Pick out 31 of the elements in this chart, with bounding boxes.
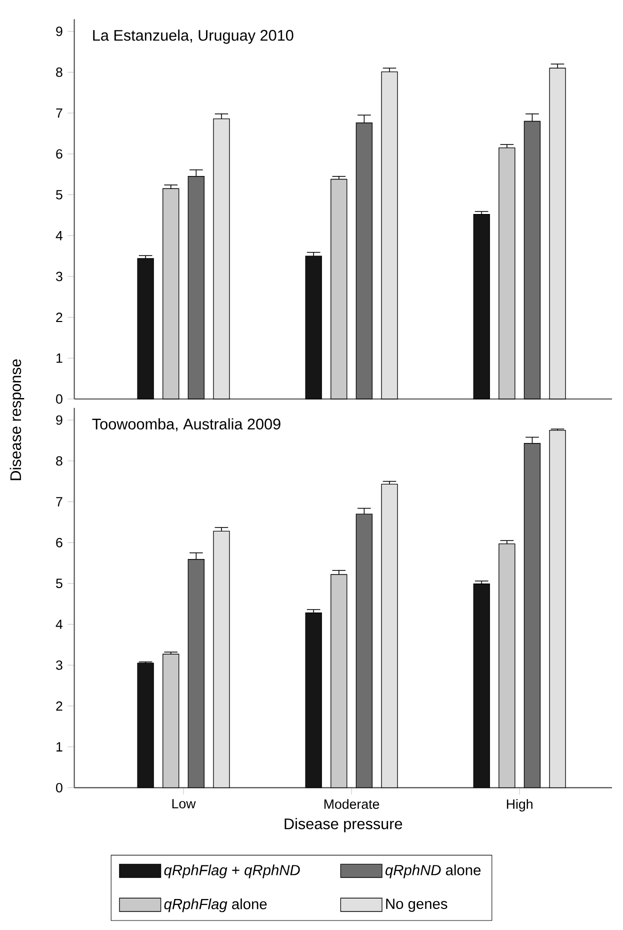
y-tick-label: 6 — [56, 149, 62, 159]
y-tick-label: 8 — [56, 456, 62, 466]
y-tick-label: 3 — [56, 660, 62, 670]
y-tick-label: 1 — [56, 742, 62, 752]
y-tick-label: 7 — [56, 108, 62, 118]
legend-label: qRphND alone — [386, 864, 481, 878]
y-tick-label: 9 — [56, 415, 62, 425]
legend-label: qRphFlag + qRphND — [164, 864, 300, 878]
text: La Estanzuela, Uruguay 2010 — [93, 30, 294, 44]
x-tick-label: Moderate — [324, 799, 380, 809]
y-axis-title: Disease response — [10, 359, 24, 480]
y-tick-label: 8 — [56, 68, 62, 77]
y-tick-label: 0 — [56, 782, 62, 792]
legend-label: qRphFlag alone — [164, 898, 267, 912]
y-tick-label: 4 — [56, 620, 63, 629]
y-tick-label: 7 — [56, 497, 62, 506]
y-tick-label: 0 — [56, 394, 62, 404]
y-tick-label: 2 — [56, 701, 62, 711]
y-tick-label: 5 — [56, 190, 62, 200]
y-tick-label: 1 — [56, 354, 62, 363]
legend-label: No genes — [386, 898, 448, 912]
x-axis-title: Disease pressure — [284, 818, 402, 832]
y-tick-label: 2 — [56, 312, 62, 322]
y-tick-label: 4 — [56, 231, 63, 240]
y-tick-label: 9 — [56, 26, 62, 36]
y-tick-label: 3 — [56, 272, 62, 282]
y-tick-label: 6 — [56, 538, 62, 548]
x-tick-label: High — [506, 799, 532, 812]
text: Toowoomba, Australia 2009 — [92, 418, 280, 432]
y-tick-label: 5 — [56, 578, 62, 588]
x-tick-label: Low — [172, 799, 196, 808]
